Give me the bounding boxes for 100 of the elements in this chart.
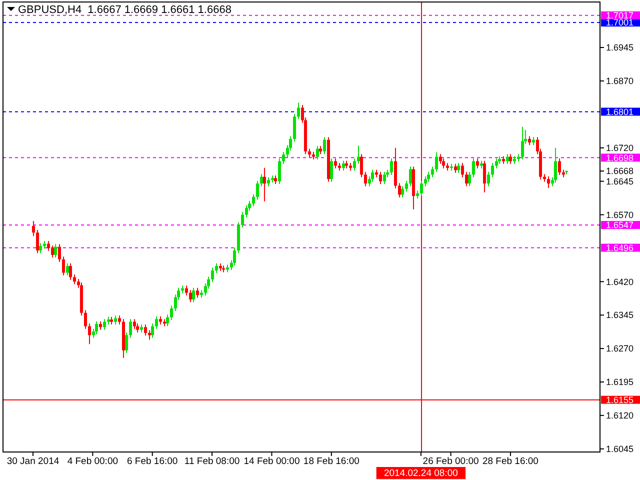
y-tick-label: 1.6045: [606, 444, 634, 454]
ref-line-label: 1.6801: [606, 106, 634, 117]
candlestick: [297, 102, 300, 120]
candlestick: [330, 158, 333, 182]
candlestick: [420, 180, 423, 197]
candlestick: [241, 212, 244, 228]
candlestick: [457, 162, 460, 174]
candlestick: [196, 287, 199, 298]
candlestick: [468, 171, 471, 187]
x-tick-label: 30 Jan 2014: [6, 456, 60, 467]
candlestick: [189, 290, 192, 303]
candlestick: [398, 182, 401, 198]
candlestick: [442, 158, 445, 169]
y-tick-label: 1.6720: [606, 142, 634, 153]
candlestick: [69, 262, 72, 280]
candlestick: [170, 305, 173, 320]
candlestick: [282, 151, 285, 164]
candlestick: [47, 240, 50, 252]
candlestick: [483, 160, 486, 193]
candlestick: [103, 318, 106, 330]
candlestick: [558, 158, 561, 176]
candlestick: [435, 152, 438, 172]
ref-line-label: 1.6698: [606, 152, 634, 163]
candlestick: [151, 323, 154, 338]
x-tick-label: 11 Feb 08:00: [184, 456, 240, 467]
candlestick: [58, 244, 61, 263]
candlestick: [316, 146, 319, 160]
candlestick: [476, 158, 479, 169]
x-tick-label: 26 Feb 00:00: [422, 456, 479, 467]
x-tick-label: 14 Feb 00:00: [244, 456, 300, 467]
y-tick-label: 1.6345: [606, 310, 634, 320]
x-tick-label: 2014.02.24 08:00: [384, 468, 458, 479]
candlestick: [256, 180, 259, 200]
candlestick: [293, 113, 296, 142]
candlestick: [431, 166, 434, 178]
chart-title: GBPUSD,H4 1.6667 1.6669 1.6661 1.6668: [18, 4, 232, 16]
candlestick: [334, 158, 337, 169]
candlestick: [495, 158, 498, 169]
candlestick: [461, 162, 464, 178]
candlestick: [521, 126, 524, 160]
candlestick: [263, 167, 266, 202]
candlestick: [260, 174, 263, 187]
y-tick-label: 1.6270: [606, 344, 634, 354]
candlestick: [364, 171, 367, 187]
candlestick: [409, 166, 412, 187]
candlestick: [342, 160, 345, 172]
ref-line-label: 1.6496: [606, 242, 634, 253]
candlestick: [252, 194, 255, 207]
candlestick: [465, 171, 468, 187]
candlestick: [390, 158, 393, 176]
candlestick: [39, 242, 42, 254]
ref-line-label: 1.6547: [606, 220, 634, 230]
candlestick: [36, 229, 39, 254]
candlestick: [554, 147, 557, 184]
candlestick: [405, 180, 408, 192]
y-tick-label: 1.6195: [606, 377, 634, 388]
candlestick: [233, 247, 236, 266]
candlestick: [166, 314, 169, 327]
candlestick: [73, 274, 76, 285]
candlestick: [88, 323, 91, 345]
x-tick-label: 6 Feb 16:00: [127, 456, 178, 467]
candlestick: [215, 262, 218, 274]
y-tick-label: 1.6945: [606, 42, 634, 53]
candlestick: [211, 267, 214, 283]
candlestick: [32, 220, 35, 237]
candlestick: [371, 169, 374, 182]
candlestick: [125, 332, 128, 354]
ref-line-label: 1.6155: [606, 394, 634, 405]
candlestick: [491, 162, 494, 178]
candlestick: [323, 136, 326, 155]
candlestick: [245, 204, 248, 218]
y-tick-label: 1.6645: [606, 176, 634, 186]
candlestick: [62, 256, 65, 276]
candlestick: [51, 245, 54, 258]
x-tick-label: 18 Feb 16:00: [303, 456, 360, 467]
candlestick: [278, 158, 281, 184]
x-tick-label: 28 Feb 16:00: [482, 456, 538, 467]
candlestick: [360, 154, 363, 178]
x-tick-label: 4 Feb 00:00: [67, 456, 118, 467]
candlestick: [547, 176, 550, 188]
y-tick-label: 1.6570: [606, 210, 634, 220]
candlestick: [95, 320, 98, 335]
candlestick: [192, 287, 195, 303]
candlestick: [401, 186, 404, 198]
candlestick: [155, 316, 158, 330]
y-tick-label: 1.6870: [606, 76, 634, 86]
y-tick-label: 1.6120: [606, 410, 634, 421]
candlestick: [66, 262, 69, 276]
candlestick: [185, 285, 188, 296]
y-tick-label: 1.6420: [606, 276, 634, 287]
candlestick: [84, 310, 87, 330]
candlestick: [487, 171, 490, 187]
candlestick: [424, 176, 427, 187]
candlestick: [144, 324, 147, 336]
y-tick-label: 1.6668: [606, 166, 634, 176]
candlestick: [383, 171, 386, 184]
candlestick: [353, 158, 356, 172]
candlestick: [379, 171, 382, 184]
candlestick: [427, 171, 430, 182]
candlestick: [129, 318, 132, 338]
